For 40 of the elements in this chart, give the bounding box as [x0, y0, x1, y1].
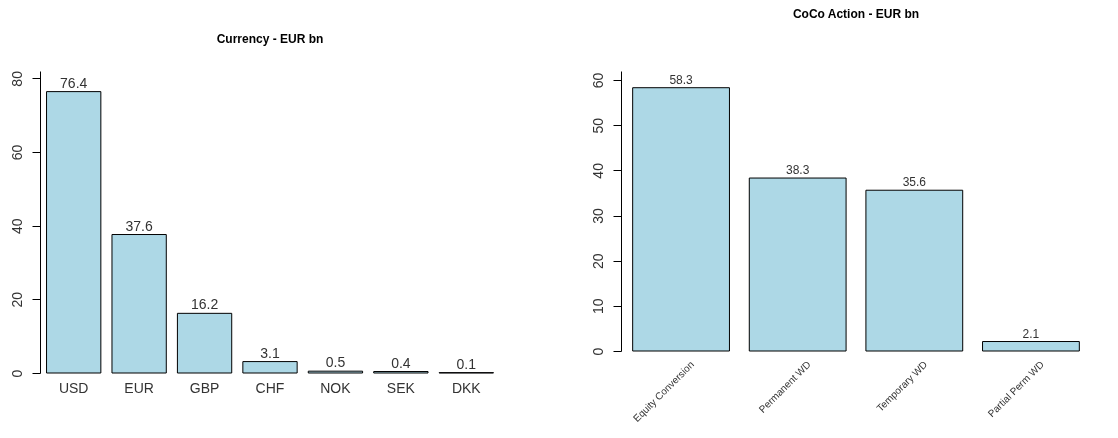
- data-label: 37.6: [125, 217, 153, 234]
- data-label: 0.4: [391, 354, 411, 371]
- y-tick-label: 40: [8, 218, 25, 234]
- data-label: 16.2: [190, 296, 219, 313]
- y-tick-label: 20: [8, 291, 25, 308]
- data-label: 35.6: [902, 175, 927, 190]
- bar: [982, 341, 1080, 352]
- x-tick-label: GBP: [189, 379, 220, 396]
- data-label: 2.1: [1022, 326, 1040, 341]
- y-tick-label: 60: [589, 72, 606, 89]
- y-tick-label: 80: [8, 70, 25, 87]
- y-tick-label: 50: [589, 117, 606, 134]
- chart-title: Currency - EUR bn: [216, 31, 324, 46]
- y-tick-label: 40: [589, 162, 606, 179]
- y-tick-label: 10: [589, 298, 606, 315]
- bar: [632, 87, 730, 352]
- bar: [748, 177, 847, 352]
- bar: [46, 91, 102, 374]
- data-label: 0.5: [325, 354, 346, 371]
- x-tick-label: NOK: [320, 379, 352, 396]
- x-tick-label: EUR: [124, 379, 154, 396]
- bar: [242, 361, 298, 374]
- data-label: 3.1: [260, 344, 280, 361]
- x-tick-label: CHF: [255, 379, 285, 396]
- x-tick-label: DKK: [451, 379, 482, 396]
- bar: [176, 312, 233, 374]
- bar: [865, 189, 964, 352]
- x-tick-label: USD: [58, 379, 89, 396]
- y-tick-label: 0: [589, 347, 606, 356]
- y-tick-label: 30: [589, 208, 606, 224]
- bar: [111, 234, 167, 374]
- x-tick-label: SEK: [386, 379, 416, 396]
- y-tick-label: 20: [589, 253, 606, 269]
- y-tick-label: 60: [8, 144, 25, 161]
- chart-title: CoCo Action - EUR bn: [792, 7, 920, 21]
- data-label: 38.3: [786, 163, 810, 178]
- data-label: 0.1: [456, 355, 477, 372]
- data-label: 58.3: [669, 72, 694, 87]
- data-label: 76.4: [60, 74, 88, 91]
- y-tick-label: 0: [8, 369, 25, 378]
